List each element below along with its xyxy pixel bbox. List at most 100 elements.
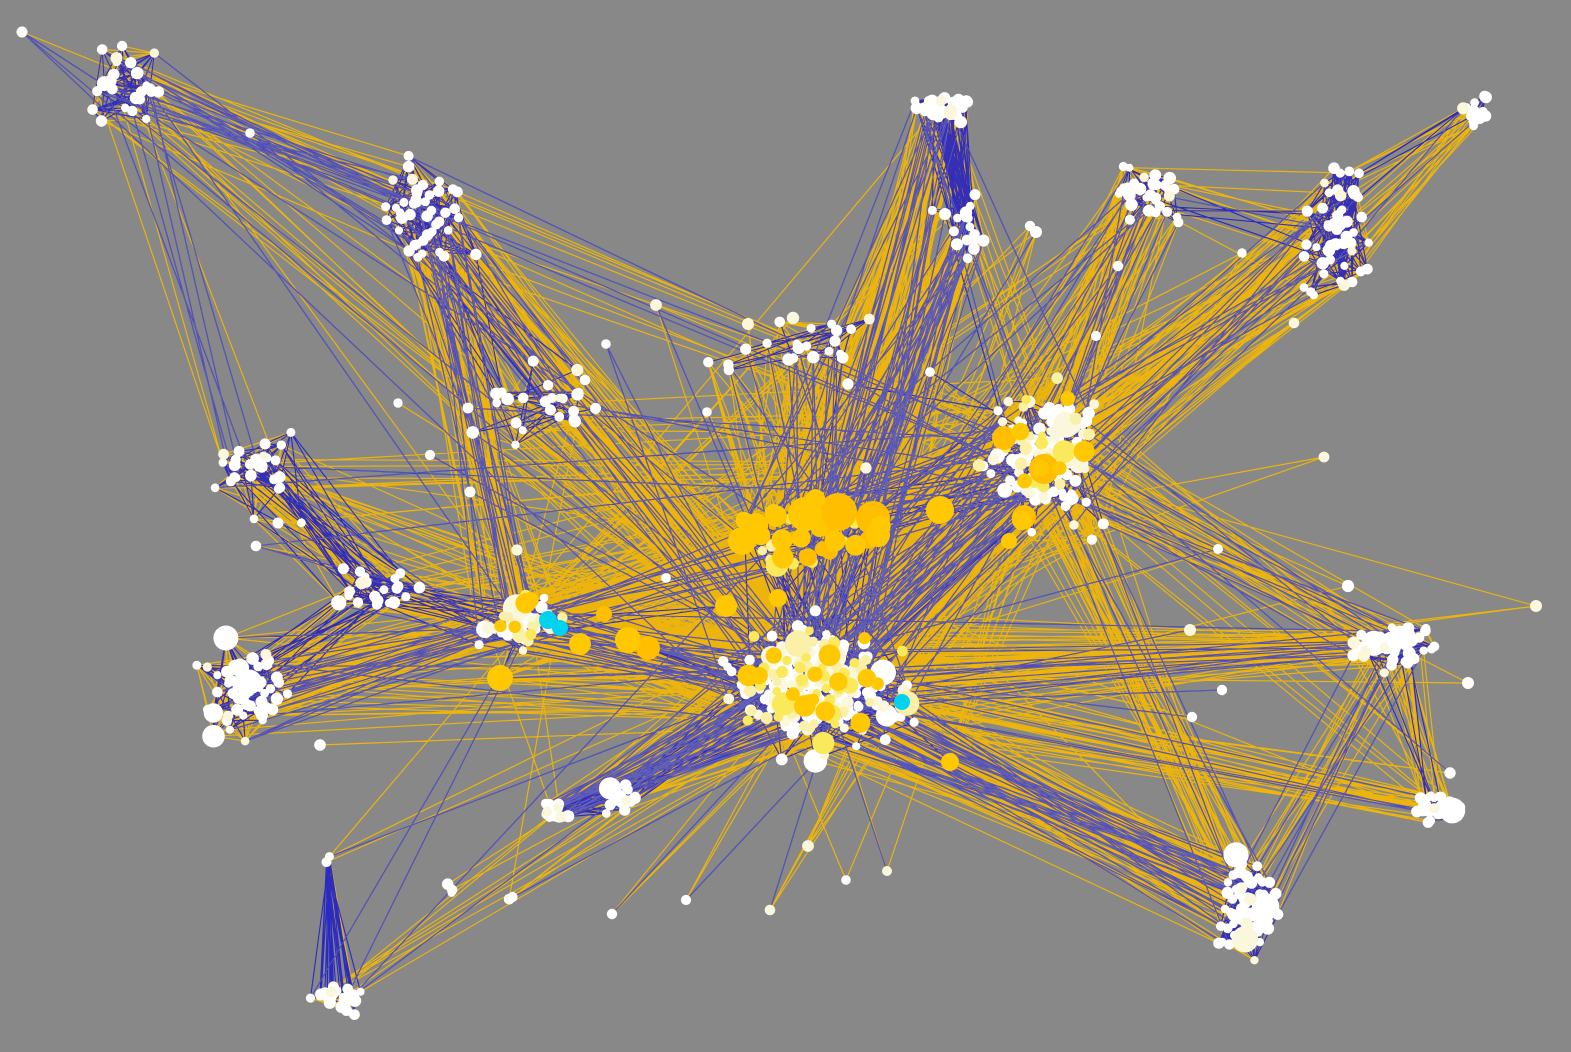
graph-node[interactable] [1052, 440, 1076, 464]
graph-node[interactable] [518, 426, 527, 435]
graph-node[interactable] [259, 438, 271, 450]
graph-node[interactable] [453, 213, 464, 223]
graph-node[interactable] [568, 405, 579, 417]
graph-node[interactable] [1356, 211, 1367, 223]
graph-node[interactable] [723, 364, 734, 376]
graph-node[interactable] [792, 339, 801, 348]
graph-node[interactable] [1090, 330, 1102, 342]
cyan-node-2[interactable] [552, 620, 568, 636]
graph-node[interactable] [744, 654, 755, 666]
graph-node[interactable] [623, 784, 633, 795]
graph-node[interactable] [435, 247, 445, 257]
graph-node[interactable] [998, 417, 1008, 427]
graph-node[interactable] [850, 712, 871, 733]
graph-node[interactable] [1038, 491, 1049, 502]
graph-node[interactable] [1149, 169, 1162, 182]
graph-node[interactable] [1325, 254, 1335, 265]
graph-node[interactable] [883, 669, 892, 678]
graph-node[interactable] [539, 593, 549, 603]
graph-node[interactable] [324, 852, 334, 862]
graph-node[interactable] [125, 57, 137, 69]
graph-node[interactable] [1012, 510, 1032, 530]
graph-node[interactable] [1347, 185, 1360, 198]
graph-node[interactable] [821, 683, 832, 694]
graph-node[interactable] [202, 724, 225, 748]
graph-node[interactable] [842, 378, 854, 390]
graph-node[interactable] [1470, 98, 1479, 107]
graph-node[interactable] [1082, 406, 1095, 420]
graph-node[interactable] [1334, 189, 1347, 202]
graph-node[interactable] [1224, 939, 1235, 950]
graph-node[interactable] [750, 667, 768, 685]
graph-node[interactable] [337, 563, 349, 575]
graph-node[interactable] [760, 712, 773, 724]
graph-node[interactable] [852, 742, 861, 751]
graph-node[interactable] [1238, 882, 1248, 892]
graph-node[interactable] [286, 427, 296, 437]
graph-node[interactable] [615, 627, 641, 653]
graph-node[interactable] [802, 341, 812, 351]
graph-node[interactable] [390, 574, 400, 584]
graph-node[interactable] [136, 86, 147, 97]
graph-node[interactable] [849, 658, 860, 668]
graph-node[interactable] [1425, 815, 1436, 826]
graph-node[interactable] [314, 739, 326, 751]
graph-node[interactable] [402, 160, 415, 173]
graph-node[interactable] [270, 692, 284, 705]
graph-node[interactable] [1402, 657, 1414, 669]
graph-node[interactable] [1172, 212, 1182, 222]
graph-node[interactable] [276, 440, 286, 450]
graph-node[interactable] [131, 66, 144, 80]
graph-node[interactable] [1434, 791, 1445, 802]
graph-node[interactable] [441, 878, 454, 890]
graph-node[interactable] [108, 68, 120, 81]
graph-node[interactable] [87, 104, 98, 115]
graph-node[interactable] [511, 440, 520, 449]
graph-node[interactable] [518, 646, 528, 655]
graph-node[interactable] [1354, 168, 1364, 179]
graph-node[interactable] [969, 189, 981, 201]
graph-node[interactable] [865, 698, 875, 707]
graph-node[interactable] [522, 592, 539, 609]
graph-node[interactable] [1027, 527, 1036, 537]
graph-node[interactable] [858, 632, 871, 645]
graph-node[interactable] [1349, 228, 1358, 237]
graph-node[interactable] [1257, 890, 1267, 901]
graph-node[interactable] [1411, 805, 1423, 818]
graph-node[interactable] [723, 662, 732, 671]
graph-node[interactable] [786, 680, 795, 689]
graph-node[interactable] [817, 707, 830, 721]
graph-node[interactable] [1213, 937, 1225, 949]
graph-node[interactable] [569, 415, 581, 428]
graph-node[interactable] [249, 514, 259, 524]
graph-node[interactable] [1021, 394, 1031, 405]
graph-node[interactable] [746, 705, 757, 717]
graph-node[interactable] [1142, 204, 1155, 217]
graph-node[interactable] [110, 52, 123, 65]
graph-node[interactable] [959, 206, 973, 219]
graph-node[interactable] [474, 640, 484, 650]
graph-node[interactable] [1371, 645, 1380, 654]
graph-node[interactable] [1246, 876, 1258, 888]
graph-node[interactable] [1298, 251, 1310, 262]
graph-node[interactable] [882, 866, 892, 876]
graph-node[interactable] [1162, 206, 1173, 217]
graph-node[interactable] [270, 455, 281, 466]
graph-node[interactable] [359, 576, 369, 586]
graph-node[interactable] [1337, 237, 1350, 250]
graph-node[interactable] [1355, 266, 1366, 277]
graph-node[interactable] [993, 406, 1003, 416]
graph-node[interactable] [443, 226, 453, 235]
graph-node[interactable] [1443, 796, 1456, 808]
graph-node[interactable] [246, 652, 259, 665]
graph-node[interactable] [818, 644, 841, 667]
graph-node[interactable] [511, 544, 523, 556]
graph-node[interactable] [555, 393, 564, 403]
graph-node[interactable] [742, 715, 753, 726]
graph-node[interactable] [650, 299, 662, 311]
graph-node[interactable] [1083, 428, 1095, 441]
graph-node[interactable] [748, 631, 760, 642]
graph-node[interactable] [1184, 624, 1196, 636]
graph-node[interactable] [421, 210, 433, 222]
graph-node[interactable] [702, 407, 712, 417]
